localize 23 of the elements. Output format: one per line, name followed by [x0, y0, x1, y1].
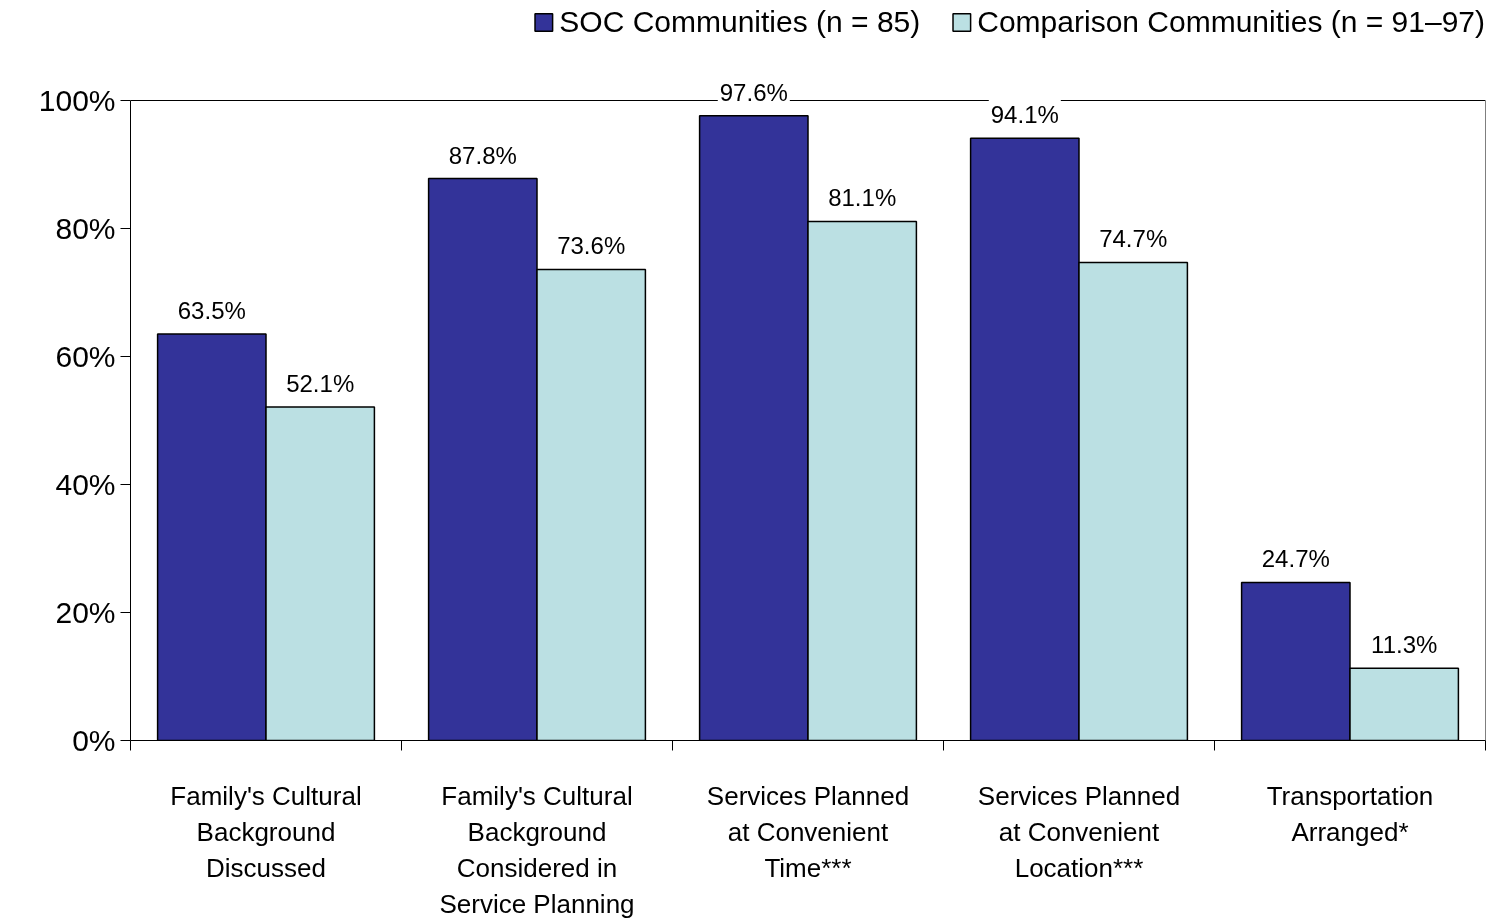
data-label: 73.6% — [557, 232, 626, 260]
legend-label: SOC Communities (n = 85) — [559, 5, 921, 39]
x-tick-label: Family's Cultural Background Considered in Service Planning — [439, 780, 635, 919]
x-tick-label: Transportation Arranged* — [1266, 780, 1434, 847]
data-label: 11.3% — [1371, 631, 1438, 659]
y-tick-label: 40% — [55, 468, 116, 501]
x-tick-label: Services Planned at Convenient Time*** — [706, 780, 910, 883]
x-tick-label: Services Planned at Convenient Location*** — [977, 780, 1181, 883]
legend-label: Comparison Communities (n = 91–97) — [977, 5, 1485, 39]
data-label: 81.1% — [828, 184, 897, 212]
data-label: 63.5% — [177, 297, 246, 325]
x-tick-label: Family's Cultural Background Discussed — [170, 780, 362, 883]
y-tick-label: 100% — [38, 84, 116, 117]
data-label: 94.1% — [990, 101, 1059, 129]
y-tick-label: 20% — [55, 596, 116, 629]
data-label: 97.6% — [719, 78, 788, 106]
y-tick-label: 0% — [72, 724, 116, 757]
y-tick-label: 80% — [55, 212, 116, 245]
data-label: 74.7% — [1099, 225, 1168, 253]
y-tick-label: 60% — [55, 340, 116, 373]
data-label: 52.1% — [286, 370, 355, 398]
data-label: 87.8% — [448, 141, 517, 169]
data-label: 24.7% — [1261, 545, 1330, 573]
